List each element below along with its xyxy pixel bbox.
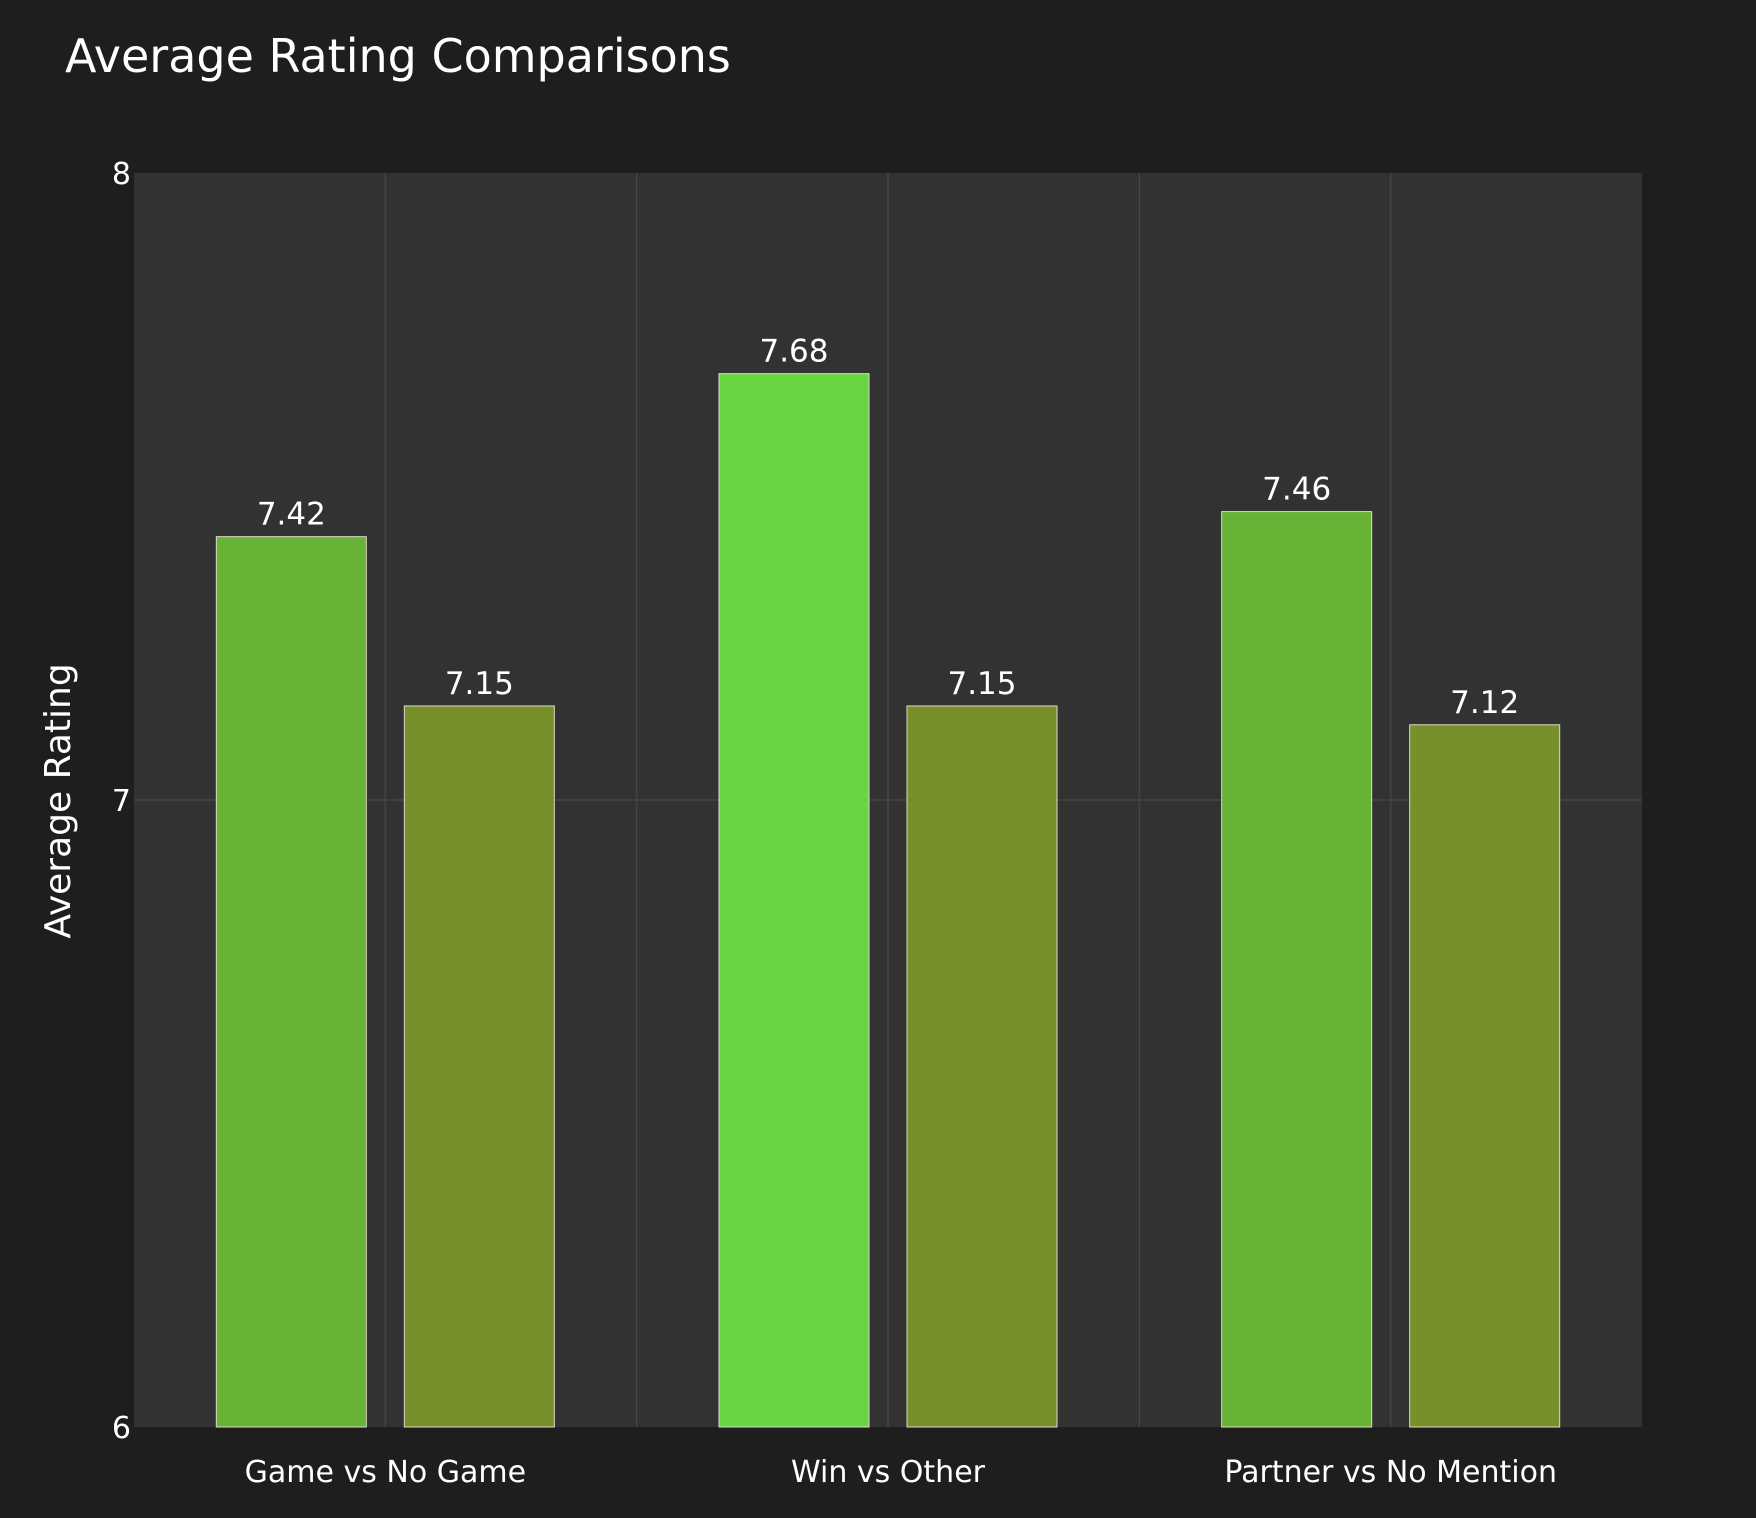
y-tick-label: 6: [112, 1411, 131, 1446]
chart-title: Average Rating Comparisons: [65, 29, 731, 83]
bar-value-label: 7.46: [1262, 472, 1331, 508]
x-tick-label: Partner vs No Mention: [1224, 1455, 1557, 1490]
y-tick-label: 8: [112, 157, 131, 192]
bar: [906, 705, 1058, 1428]
x-tick-label: Game vs No Game: [245, 1455, 526, 1490]
bar: [1221, 511, 1373, 1428]
bar-value-label: 7.15: [947, 666, 1016, 702]
bar-value-label: 7.42: [257, 497, 326, 533]
bar-value-label: 7.68: [759, 334, 828, 370]
bar: [718, 373, 870, 1428]
x-tick-label: Win vs Other: [791, 1455, 986, 1490]
bar: [1409, 724, 1561, 1428]
bar-value-label: 7.12: [1450, 685, 1519, 721]
bar: [403, 705, 555, 1428]
y-axis-title: Average Rating: [38, 663, 79, 938]
y-tick-label: 7: [112, 784, 131, 819]
bar: [215, 536, 367, 1428]
bar-value-label: 7.15: [445, 666, 514, 702]
